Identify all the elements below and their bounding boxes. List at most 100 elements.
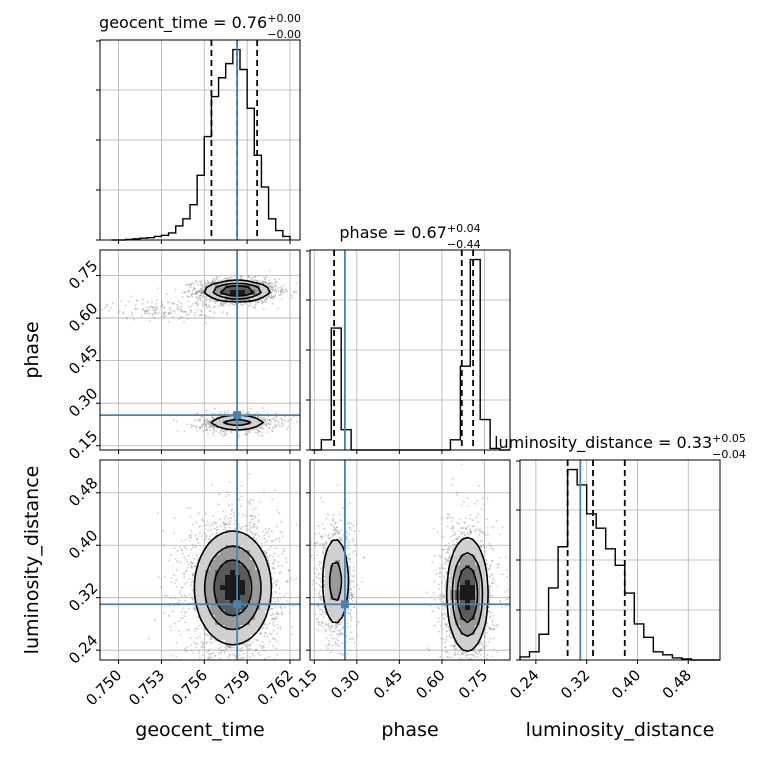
sample-point — [249, 503, 252, 506]
sample-point — [190, 425, 193, 428]
sample-point — [160, 302, 163, 304]
sample-point — [230, 302, 233, 305]
sample-point — [273, 591, 275, 593]
sample-point — [134, 304, 137, 307]
panel-title-phase: phase = 0.67+0.04 — [339, 222, 480, 242]
sample-point — [228, 654, 231, 657]
sample-point — [183, 291, 186, 293]
sample-point — [145, 310, 148, 312]
sample-point — [190, 649, 193, 652]
sample-point — [199, 292, 202, 294]
sample-point — [268, 419, 271, 421]
sample-point — [198, 314, 201, 317]
sample-point — [188, 607, 191, 610]
sample-point — [227, 520, 230, 523]
sample-point — [230, 276, 233, 279]
sample-point — [161, 300, 163, 303]
sample-point — [180, 617, 183, 619]
sample-point — [247, 529, 250, 531]
sample-point — [204, 296, 207, 299]
sample-point — [191, 293, 194, 296]
density-cell — [230, 295, 236, 301]
sample-point — [267, 560, 270, 562]
sample-point — [156, 299, 158, 302]
sample-point — [263, 646, 265, 649]
sample-point — [277, 423, 280, 426]
sample-point — [189, 311, 192, 314]
sample-point — [273, 580, 276, 583]
sample-point — [202, 422, 205, 425]
sample-point — [257, 430, 260, 433]
sample-point — [205, 423, 208, 426]
sample-point — [245, 432, 248, 435]
panel-frame — [99, 249, 301, 451]
sample-point — [268, 282, 270, 285]
sample-point — [291, 633, 294, 636]
density-cell — [240, 420, 246, 426]
sample-point — [122, 312, 124, 315]
sample-point — [247, 305, 250, 307]
sample-point — [288, 570, 290, 572]
sample-point — [267, 295, 270, 298]
sample-point — [203, 420, 205, 423]
sample-point — [190, 310, 192, 312]
sample-point — [140, 315, 143, 318]
sample-point — [222, 510, 224, 513]
sample-point — [255, 538, 258, 541]
density-cell — [230, 285, 236, 291]
sample-point — [200, 646, 203, 648]
sample-point — [254, 534, 257, 537]
sample-point — [192, 652, 195, 654]
sample-point — [265, 300, 268, 302]
sample-point — [226, 313, 229, 316]
sample-point — [200, 314, 203, 317]
sample-point — [199, 532, 201, 534]
sample-point — [219, 518, 222, 520]
sample-point — [271, 288, 274, 291]
sample-point — [273, 295, 275, 298]
density-cell — [205, 290, 211, 296]
sample-point — [246, 433, 249, 436]
sample-point — [237, 433, 240, 436]
sample-point — [164, 575, 166, 578]
sample-point — [281, 291, 284, 294]
sample-point — [266, 298, 268, 300]
sample-point — [273, 597, 276, 600]
sample-point — [279, 628, 282, 630]
sample-point — [275, 547, 278, 549]
sample-point — [290, 418, 293, 421]
sample-point — [183, 594, 186, 597]
sample-point — [124, 304, 127, 307]
sample-point — [201, 645, 204, 647]
sample-point — [280, 294, 283, 296]
sample-point — [213, 316, 215, 319]
sample-point — [273, 418, 276, 421]
sample-point — [239, 657, 242, 660]
sample-point — [265, 532, 268, 534]
sample-point — [257, 429, 260, 432]
sample-point — [186, 423, 189, 426]
sample-point — [288, 611, 291, 614]
sample-point — [186, 507, 189, 510]
sample-point — [282, 423, 285, 425]
sample-point — [239, 276, 242, 279]
sample-point — [274, 289, 276, 291]
sample-point — [187, 305, 190, 308]
sample-point — [188, 629, 191, 631]
sample-point — [169, 311, 172, 314]
sample-point — [233, 667, 235, 669]
sample-point — [207, 422, 209, 425]
sample-point — [250, 277, 253, 279]
sample-point — [167, 614, 170, 617]
sample-point — [210, 528, 212, 531]
sample-point — [175, 641, 178, 644]
sample-point — [202, 430, 205, 432]
sample-point — [229, 520, 232, 523]
sample-point — [228, 526, 231, 529]
sample-point — [195, 545, 197, 547]
sample-point — [271, 288, 274, 291]
sample-point — [248, 649, 250, 651]
sample-point — [272, 566, 275, 569]
sample-point — [277, 561, 279, 563]
sample-point — [248, 698, 250, 700]
